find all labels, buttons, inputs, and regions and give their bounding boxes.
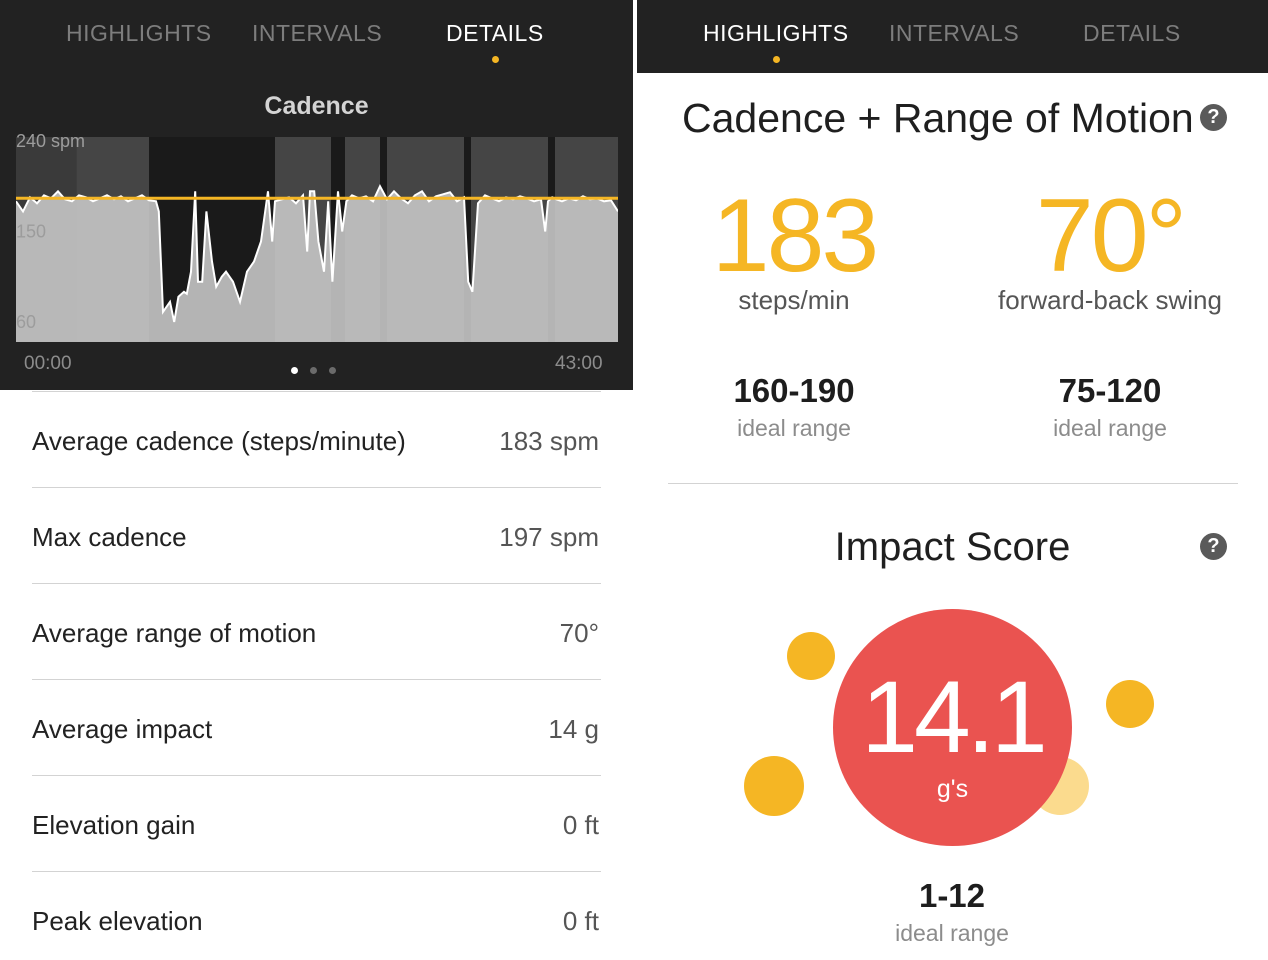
active-tab-indicator	[772, 56, 780, 63]
chart-start-time: 00:00	[24, 353, 72, 374]
tab-highlights[interactable]: HIGHLIGHTS	[66, 20, 212, 46]
section-divider	[668, 483, 1238, 484]
page-dot-1[interactable]	[291, 367, 298, 374]
stat-value: 197 spm	[499, 522, 599, 552]
stat-label: Average cadence (steps/minute)	[32, 426, 406, 456]
impact-score-unit: g's	[936, 775, 969, 803]
y-tick-label: 150	[16, 221, 46, 241]
stat-row-elevation-gain: Elevation gain 0 ft	[32, 775, 601, 871]
cadence-ideal-label: ideal range	[737, 415, 851, 441]
impact-score-circle: 14.1 g's	[833, 609, 1072, 846]
help-icon[interactable]: ?	[1200, 104, 1227, 131]
details-screen: HIGHLIGHTS INTERVALS DETAILS Cadence 240…	[0, 0, 633, 960]
impact-ideal-range: 1-12	[918, 877, 986, 914]
swing-unit: forward-back swing	[998, 285, 1222, 315]
swing-ideal-label: ideal range	[1053, 415, 1167, 441]
tab-intervals[interactable]: INTERVALS	[889, 20, 1020, 46]
tab-bar: HIGHLIGHTS INTERVALS DETAILS	[637, 0, 1268, 73]
stat-value: 70°	[559, 618, 599, 648]
bubble-decoration	[744, 756, 804, 816]
tab-details[interactable]: DETAILS	[1083, 20, 1181, 46]
swing-value: 70°	[1035, 178, 1187, 294]
bubble-decoration	[1106, 680, 1154, 728]
cadence-value: 183	[711, 178, 880, 294]
page-indicator[interactable]	[291, 361, 348, 379]
impact-score-value: 14.1	[861, 660, 1048, 774]
stat-label: Average range of motion	[32, 618, 317, 648]
stat-label: Peak elevation	[32, 906, 203, 936]
panel-divider	[633, 0, 637, 960]
stat-value: 0 ft	[562, 810, 599, 840]
page-dot-3[interactable]	[329, 367, 336, 374]
cadence-chart[interactable]: 240 spm 150 60	[16, 127, 618, 344]
stat-row-average-cadence: Average cadence (steps/minute) 183 spm	[32, 391, 601, 487]
stat-label: Elevation gain	[32, 810, 196, 840]
cadence-area	[16, 186, 618, 342]
stat-value: 14 g	[548, 714, 599, 744]
stat-value: 0 ft	[562, 906, 599, 936]
cadence-rom-title: Cadence + Range of Motion	[682, 95, 1194, 141]
stat-value: 183 spm	[499, 426, 599, 456]
details-header: HIGHLIGHTS INTERVALS DETAILS Cadence 240…	[0, 0, 633, 390]
highlights-screen: HIGHLIGHTS INTERVALS DETAILS Cadence + R…	[637, 0, 1268, 960]
stats-list: Average cadence (steps/minute) 183 spm M…	[32, 391, 601, 960]
stat-label: Average impact	[32, 714, 213, 744]
swing-ideal-range: 75-120	[1058, 372, 1162, 409]
bubble-decoration	[787, 632, 835, 680]
page-dot-2[interactable]	[310, 367, 317, 374]
stat-row-average-impact: Average impact 14 g	[32, 679, 601, 775]
stat-row-peak-elevation: Peak elevation 0 ft	[32, 871, 601, 960]
cadence-ideal-range: 160-190	[733, 372, 855, 409]
stat-row-average-range-of-motion: Average range of motion 70°	[32, 583, 601, 679]
y-tick-label: 240 spm	[16, 131, 85, 151]
y-tick-label: 60	[16, 312, 36, 332]
chart-end-time: 43:00	[555, 353, 603, 374]
help-icon[interactable]: ?	[1200, 533, 1227, 560]
impact-ideal-label: ideal range	[895, 920, 1009, 946]
tab-highlights[interactable]: HIGHLIGHTS	[703, 20, 849, 63]
chart-title: Cadence	[264, 92, 369, 120]
cadence-unit: steps/min	[738, 285, 850, 315]
stat-row-max-cadence: Max cadence 197 spm	[32, 487, 601, 583]
active-tab-indicator	[491, 56, 499, 63]
tab-intervals[interactable]: INTERVALS	[252, 20, 383, 46]
stat-label: Max cadence	[32, 522, 187, 552]
tab-details[interactable]: DETAILS	[446, 20, 544, 63]
impact-title: Impact Score	[834, 525, 1071, 569]
